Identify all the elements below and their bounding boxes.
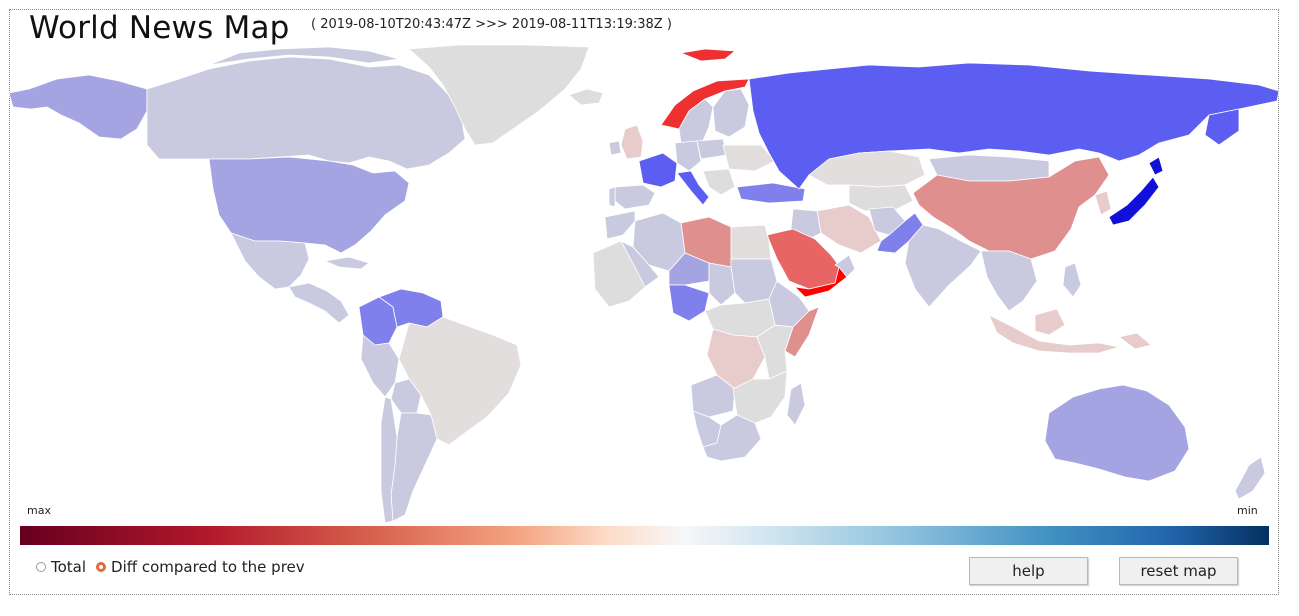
mode-selector: Total Diff compared to the prev <box>36 558 315 576</box>
mode-total-label: Total <box>51 558 87 576</box>
radio-circle-icon[interactable] <box>36 562 46 572</box>
country-east-africa[interactable] <box>756 324 794 380</box>
help-button[interactable]: help <box>969 557 1088 585</box>
country-japan-north[interactable] <box>1148 156 1164 176</box>
time-range: ( 2019-08-10T20:43:47Z >>> 2019-08-11T13… <box>311 17 672 32</box>
country-mexico[interactable] <box>230 232 310 290</box>
country-oman[interactable] <box>834 254 856 278</box>
country-turkey[interactable] <box>736 182 806 204</box>
country-italy[interactable] <box>676 170 710 206</box>
page-title: World News Map <box>29 10 290 46</box>
country-uk[interactable] <box>620 124 644 160</box>
country-balkans[interactable] <box>702 168 736 196</box>
country-cuba[interactable] <box>324 256 370 270</box>
radio-selected-icon[interactable] <box>96 562 107 572</box>
country-france[interactable] <box>638 152 678 188</box>
country-iceland[interactable] <box>568 88 604 106</box>
country-argentina[interactable] <box>390 412 438 522</box>
country-mali[interactable] <box>620 240 660 288</box>
country-korea[interactable] <box>1094 190 1112 216</box>
world-map[interactable] <box>9 45 1279 525</box>
color-scale-bar <box>20 526 1269 545</box>
country-poland[interactable] <box>696 138 728 160</box>
mode-diff-label: Diff compared to the prev <box>111 558 305 576</box>
mode-diff-radio[interactable]: Diff compared to the prev <box>96 558 305 576</box>
scale-min-label: min <box>1237 504 1258 517</box>
mode-total-radio[interactable]: Total <box>36 558 86 576</box>
map-frame <box>9 9 1279 595</box>
country-ireland[interactable] <box>608 140 622 156</box>
country-canada[interactable] <box>146 56 466 170</box>
country-canada-islands[interactable] <box>208 46 400 66</box>
country-morocco[interactable] <box>604 210 636 240</box>
country-egypt[interactable] <box>730 224 772 260</box>
country-ukraine[interactable] <box>722 144 776 172</box>
country-indonesia[interactable] <box>988 314 1120 354</box>
country-japan[interactable] <box>1108 176 1160 226</box>
country-central-america[interactable] <box>288 282 350 324</box>
country-nigeria[interactable] <box>668 284 710 322</box>
country-southeast-asia[interactable] <box>980 250 1038 312</box>
country-russia[interactable] <box>748 62 1279 190</box>
country-south-africa[interactable] <box>702 414 762 462</box>
country-chile[interactable] <box>380 396 398 524</box>
country-madagascar[interactable] <box>786 382 806 426</box>
country-kazakhstan[interactable] <box>808 150 926 188</box>
country-spain[interactable] <box>614 184 656 210</box>
country-russia-east[interactable] <box>1204 108 1240 146</box>
country-greenland[interactable] <box>408 45 590 146</box>
country-peru[interactable] <box>360 334 400 398</box>
country-alaska[interactable] <box>9 74 148 140</box>
country-india[interactable] <box>904 224 982 308</box>
country-iran[interactable] <box>816 204 882 254</box>
country-china[interactable] <box>912 156 1110 260</box>
country-papua-new-guinea[interactable] <box>1118 332 1152 350</box>
reset-map-button[interactable]: reset map <box>1119 557 1238 585</box>
country-philippines[interactable] <box>1062 262 1082 298</box>
country-australia[interactable] <box>1044 384 1190 482</box>
country-namibia[interactable] <box>692 410 722 448</box>
scale-max-label: max <box>27 504 51 517</box>
country-chad[interactable] <box>708 262 736 306</box>
country-svalbard[interactable] <box>680 48 736 62</box>
country-portugal[interactable] <box>608 186 616 208</box>
country-borneo[interactable] <box>1034 308 1066 336</box>
country-central-asia[interactable] <box>848 184 914 212</box>
country-germany[interactable] <box>674 140 702 172</box>
country-new-zealand[interactable] <box>1234 456 1266 500</box>
country-finland[interactable] <box>712 88 750 138</box>
